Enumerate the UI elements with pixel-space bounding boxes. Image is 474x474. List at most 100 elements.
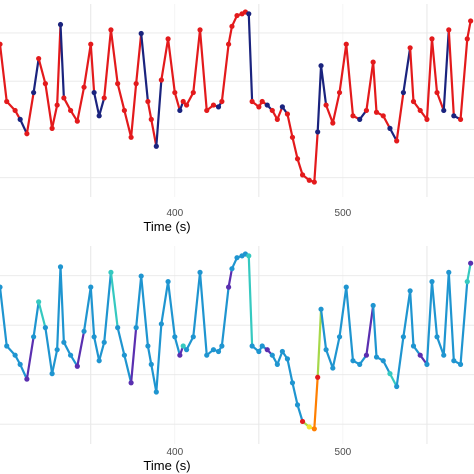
bottom-data-point xyxy=(394,383,400,390)
bottom-data-point xyxy=(315,374,321,380)
bottom-series-segment xyxy=(109,271,119,329)
bottom-series-segment xyxy=(402,289,412,338)
top-data-point xyxy=(49,125,55,131)
top-data-point xyxy=(128,134,134,140)
top-data-point xyxy=(306,177,312,183)
bottom-data-point xyxy=(177,352,183,358)
top-data-point xyxy=(88,41,94,47)
top-x-axis-label: Time (s) xyxy=(143,219,190,234)
bottom-series-segment xyxy=(160,280,170,326)
bottom-data-point xyxy=(357,361,363,367)
bottom-data-point xyxy=(115,325,121,331)
bottom-series-segment xyxy=(296,403,304,423)
top-series-segment xyxy=(51,103,59,130)
bottom-data-point xyxy=(274,361,280,367)
bottom-data-point xyxy=(234,255,240,261)
top-series-segment xyxy=(116,82,126,112)
top-data-point xyxy=(31,89,37,96)
bottom-data-point xyxy=(225,284,232,290)
top-data-point xyxy=(380,113,386,119)
bottom-data-point xyxy=(363,352,370,358)
bottom-data-point xyxy=(138,273,144,279)
top-x-tick-label: 500 xyxy=(335,208,352,219)
top-series-segment xyxy=(409,46,415,103)
top-data-point xyxy=(57,21,64,28)
top-series-lines xyxy=(0,10,472,184)
bottom-data-point xyxy=(36,299,42,305)
bottom-data-point xyxy=(350,358,356,364)
bottom-data-point xyxy=(190,334,196,340)
bottom-series-lines xyxy=(0,252,472,430)
top-data-point xyxy=(279,104,285,110)
bottom-data-point xyxy=(148,361,154,367)
top-series-segment xyxy=(442,28,450,112)
top-series-segment xyxy=(220,43,230,103)
top-series-segment xyxy=(155,78,163,148)
top-series-segment xyxy=(76,86,86,123)
top-series-segment xyxy=(160,37,170,82)
bottom-data-point xyxy=(441,352,447,358)
top-data-point xyxy=(210,102,217,108)
bottom-series-segment xyxy=(116,326,126,357)
bottom-data-point xyxy=(108,269,114,275)
bottom-data-point xyxy=(0,284,3,290)
top-data-point xyxy=(417,107,423,114)
top-series-segment xyxy=(459,37,469,121)
bottom-x-tick-label: 500 xyxy=(335,447,352,458)
bottom-data-point xyxy=(210,347,217,353)
bottom-series-segment xyxy=(430,280,439,338)
top-data-point xyxy=(259,98,265,105)
bottom-data-point xyxy=(451,358,457,364)
top-series-segment xyxy=(227,25,234,46)
top-series-segment xyxy=(19,118,28,135)
bottom-data-point xyxy=(311,426,317,432)
top-series-segment xyxy=(44,82,54,130)
bottom-series-segment xyxy=(227,267,234,289)
bottom-x-axis-label: Time (s) xyxy=(143,458,190,473)
bottom-series-segment xyxy=(435,335,445,357)
top-data-point xyxy=(311,179,317,185)
top-series-segment xyxy=(123,109,133,139)
bottom-data-point xyxy=(121,352,127,358)
top-data-point xyxy=(229,23,235,29)
bottom-data-point xyxy=(24,376,30,382)
bottom-data-point xyxy=(74,363,80,369)
top-data-point xyxy=(177,107,183,114)
top-data-point xyxy=(299,172,306,178)
bottom-data-point xyxy=(457,361,464,367)
bottom-series-segment xyxy=(192,271,202,338)
top-series-segment xyxy=(32,57,40,94)
top-series-segment xyxy=(59,23,65,100)
top-series-segment xyxy=(146,100,153,121)
bottom-data-point xyxy=(246,253,252,259)
top-series-segment xyxy=(25,91,35,135)
bottom-data-point xyxy=(61,339,67,345)
top-data-point xyxy=(180,98,186,105)
bottom-data-point xyxy=(424,361,430,367)
top-data-point xyxy=(74,118,80,124)
bottom-data-point xyxy=(336,334,343,340)
bottom-data-point xyxy=(289,380,296,386)
bottom-series-segment xyxy=(425,280,434,366)
top-data-point xyxy=(434,89,440,96)
bottom-data-point xyxy=(219,343,225,349)
bottom-data-point xyxy=(370,302,376,309)
top-series-segment xyxy=(150,118,158,148)
top-series-segment xyxy=(166,37,176,94)
top-grid xyxy=(0,4,474,197)
bottom-series-segment xyxy=(338,286,348,338)
top-data-point xyxy=(12,107,18,114)
bottom-data-point xyxy=(12,352,18,358)
top-data-point xyxy=(370,59,376,65)
bottom-series-points xyxy=(0,251,474,432)
top-data-point xyxy=(451,113,457,119)
top-data-point xyxy=(246,11,252,17)
bottom-data-point xyxy=(42,325,48,331)
bottom-series-segment xyxy=(56,265,62,351)
top-data-point xyxy=(204,107,210,114)
bottom-x-ticks: 400 500 xyxy=(166,447,351,458)
bottom-data-point xyxy=(17,361,23,367)
top-data-point xyxy=(387,125,393,131)
bottom-series-segment xyxy=(76,330,86,368)
bottom-panel: 400 500 Time (s) xyxy=(0,246,474,473)
